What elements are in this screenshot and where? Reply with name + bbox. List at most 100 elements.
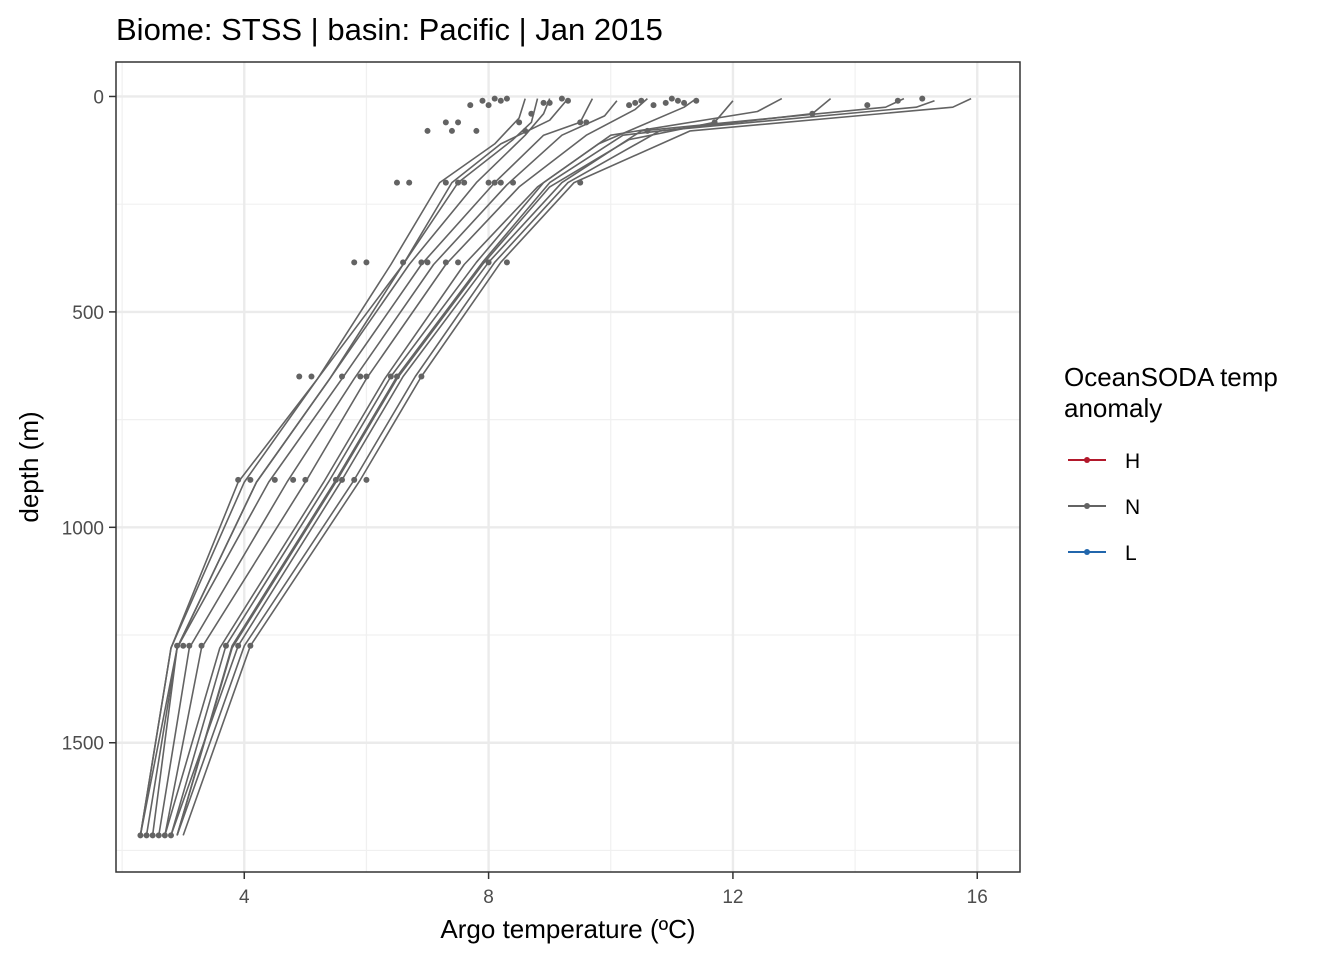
data-point [442, 259, 449, 266]
data-point [662, 99, 669, 106]
data-point [161, 832, 168, 839]
data-point [351, 476, 358, 483]
y-tick-label: 1000 [62, 518, 104, 539]
data-point [247, 476, 254, 483]
data-point [290, 476, 297, 483]
data-point [558, 95, 565, 102]
legend-key-point-N [1084, 503, 1090, 509]
data-point [485, 102, 492, 109]
data-point [247, 642, 254, 649]
y-axis: 0 500 1000 1500 [62, 87, 116, 755]
data-point [302, 476, 309, 483]
plot-panel [115, 61, 1021, 873]
data-point [363, 259, 370, 266]
legend-key-point-H [1084, 457, 1090, 463]
grid-major [116, 62, 1020, 872]
data-point [339, 476, 345, 483]
data-point [668, 95, 675, 102]
data-point [638, 97, 645, 104]
data-point [393, 179, 400, 186]
data-point [497, 97, 504, 104]
series-line-1 [182, 97, 972, 836]
data-point [491, 179, 498, 186]
data-point [455, 259, 462, 266]
data-point [644, 127, 651, 134]
y-tick-label: 500 [72, 303, 104, 324]
data-point [693, 97, 700, 104]
data-point [467, 102, 474, 109]
data-point [650, 102, 657, 109]
x-tick-label: 8 [483, 887, 494, 908]
x-tick-label: 16 [967, 887, 988, 908]
data-point [339, 373, 345, 380]
data-point [546, 99, 553, 106]
data-point [174, 642, 181, 649]
data-point [864, 102, 871, 109]
data-point [442, 119, 449, 126]
data-point [406, 179, 413, 186]
data-point [455, 119, 462, 126]
data-point [448, 127, 455, 134]
data-point [681, 99, 688, 106]
x-axis-title: Argo temperature (ºC) [440, 914, 695, 944]
data-point [400, 259, 407, 266]
data-point [296, 373, 303, 380]
legend-keys: HNL [1068, 450, 1140, 565]
data-point [271, 476, 278, 483]
data-point [387, 373, 394, 380]
data-point [455, 179, 462, 186]
data-point [143, 832, 150, 839]
legend-label-H: H [1125, 450, 1140, 473]
data-point [485, 179, 492, 186]
series-line-14 [139, 98, 526, 836]
data-point [418, 259, 425, 266]
series-line-7 [164, 97, 697, 836]
data-point [540, 99, 547, 106]
data-point [424, 259, 431, 266]
data-point [626, 102, 633, 109]
legend-label-L: L [1125, 542, 1137, 565]
data-point [155, 832, 162, 839]
data-point [363, 476, 370, 483]
data-point [491, 95, 498, 102]
data-point [577, 179, 584, 186]
data-point [919, 95, 926, 102]
data-point [485, 259, 492, 266]
legend: OceanSODA temp anomaly HNL [1064, 362, 1278, 565]
data-point [235, 642, 242, 649]
legend-label-N: N [1125, 496, 1140, 519]
y-tick-label: 0 [93, 87, 104, 108]
chart-title: Biome: STSS | basin: Pacific | Jan 2015 [116, 12, 663, 47]
x-tick-label: 12 [722, 887, 743, 908]
data-point [167, 832, 174, 839]
data-point [235, 476, 242, 483]
data-point [565, 97, 571, 104]
legend-title-line-1: OceanSODA temp [1064, 362, 1278, 392]
data-point [393, 373, 400, 380]
data-point [424, 127, 431, 134]
data-points [137, 95, 926, 839]
data-point [583, 119, 590, 126]
data-point [363, 373, 370, 380]
data-point [510, 179, 517, 186]
data-point [222, 642, 229, 649]
series-line-9 [158, 100, 618, 836]
data-point [351, 259, 358, 266]
data-point [418, 373, 425, 380]
data-point [503, 259, 510, 266]
series-line-6 [176, 100, 734, 836]
data-point [711, 119, 718, 126]
data-point [522, 127, 529, 134]
data-point [198, 642, 205, 649]
data-point [528, 110, 535, 117]
data-point [461, 179, 468, 186]
data-point [137, 832, 144, 839]
series-line-2 [176, 100, 935, 836]
data-point [180, 642, 187, 649]
data-point [497, 179, 504, 186]
data-point [894, 97, 901, 104]
data-point [357, 373, 364, 380]
data-point [503, 95, 510, 102]
data-point [516, 119, 523, 126]
